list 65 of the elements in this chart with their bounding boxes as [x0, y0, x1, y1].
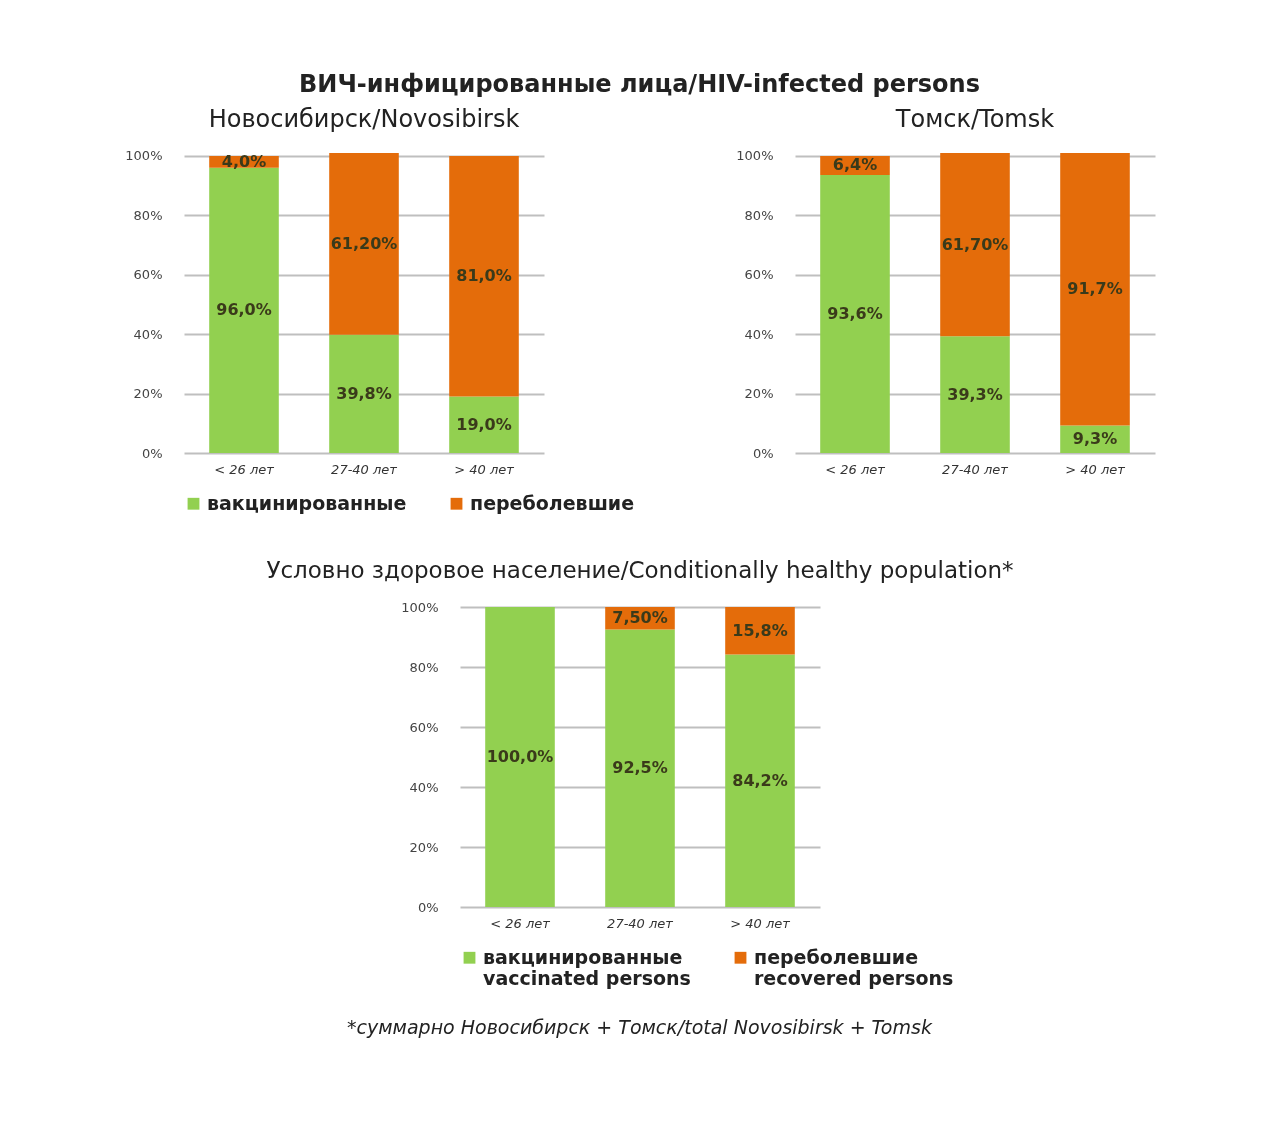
y-tick-label: 20%	[133, 386, 163, 402]
chart-subtitle: Новосибирск/Novosibirsk	[208, 104, 520, 133]
y-tick-label: 40%	[744, 326, 774, 342]
y-tick-label: 100%	[125, 148, 163, 164]
y-tick-label: 0%	[417, 899, 438, 915]
y-tick-label: 60%	[409, 719, 438, 735]
y-tick-label: 80%	[409, 659, 438, 675]
text: *суммарно Новосибирск + Томск/total Novosibirsk + Tomsk	[346, 1016, 933, 1038]
text: ВИЧ-инфицированные лица/HIV-infected persons	[298, 70, 981, 98]
data-label: 96,0%	[216, 300, 272, 320]
data-label: 6,4%	[832, 155, 878, 175]
y-tick-label: 60%	[744, 267, 774, 283]
y-tick-label: 0%	[752, 445, 774, 461]
y-tick-label: 0%	[141, 445, 163, 461]
data-label: 4,0%	[221, 151, 267, 171]
x-tick-label: 27-40 лет	[331, 461, 398, 477]
data-label: 7,50%	[611, 608, 668, 628]
y-tick-label: 100%	[400, 599, 438, 615]
chart-title: Условно здоровое население/Conditionally healthy population*	[265, 557, 1014, 583]
bar	[724, 654, 795, 907]
data-label: 81,0%	[456, 266, 512, 286]
y-tick-label: 80%	[133, 207, 163, 223]
data-label: 100,0%	[486, 747, 553, 766]
bar	[940, 153, 1010, 337]
bar	[604, 629, 675, 907]
data-label: 92,5%	[611, 758, 668, 778]
data-label: 9,3%	[1072, 429, 1118, 449]
legend-label: переболевшие recovered persons	[753, 945, 953, 989]
x-tick-label: > 40 лет	[729, 915, 790, 931]
x-tick-label: > 40 лет	[454, 461, 515, 477]
bar	[820, 174, 890, 453]
legend-label: вакцинированные	[207, 491, 407, 514]
y-tick-label: 20%	[409, 839, 438, 855]
data-label: 91,7%	[1067, 279, 1123, 299]
x-tick-label: > 40 лет	[1065, 461, 1126, 477]
bar	[209, 167, 279, 453]
bar	[484, 607, 555, 907]
y-tick-label: 20%	[744, 386, 774, 402]
y-tick-label: 40%	[409, 779, 438, 795]
data-label: 61,70%	[941, 234, 1009, 254]
data-label: 84,2%	[731, 770, 788, 790]
bar	[329, 334, 399, 453]
y-tick-label: 40%	[133, 326, 163, 342]
y-tick-label: 100%	[736, 148, 774, 164]
x-tick-label: < 26 лет	[214, 461, 275, 477]
x-tick-label: 27-40 лет	[942, 461, 1009, 477]
legend-label: вакцинированные vaccinated persons	[482, 945, 691, 989]
bar	[449, 155, 519, 397]
data-label: 19,0%	[456, 414, 512, 434]
chart-title: Томск/Tomsk	[894, 104, 1055, 133]
legend-label: переболевшие	[470, 491, 635, 514]
bar	[449, 396, 519, 453]
x-tick-label: < 26 лет	[825, 461, 886, 477]
data-label: 61,20%	[330, 233, 398, 253]
data-label: 15,8%	[731, 620, 788, 640]
x-tick-label: < 26 лет	[489, 915, 550, 931]
y-tick-label: 80%	[744, 207, 774, 223]
bar	[1060, 153, 1130, 426]
x-tick-label: 27-40 лет	[606, 915, 673, 931]
bar	[329, 153, 399, 335]
bar	[940, 336, 1010, 453]
data-label: 39,3%	[947, 384, 1003, 404]
y-tick-label: 60%	[133, 267, 163, 283]
data-label: 39,8%	[336, 383, 392, 403]
data-label: 93,6%	[827, 303, 883, 323]
